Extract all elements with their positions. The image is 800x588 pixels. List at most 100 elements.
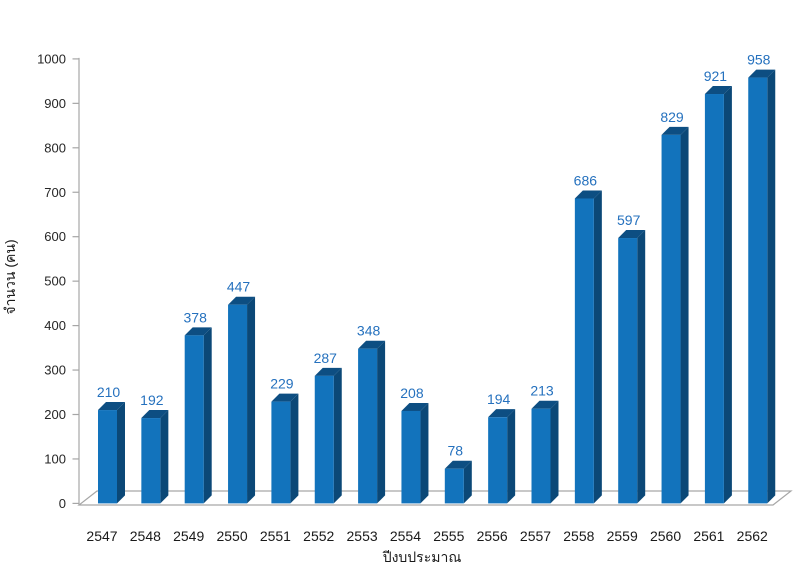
bar: 378 <box>184 309 212 504</box>
bar-top-face <box>184 327 212 336</box>
bar-front-face <box>748 77 768 504</box>
bar: 229 <box>270 376 299 504</box>
bar-front-face <box>401 410 421 504</box>
bar-value-label: 597 <box>617 212 641 228</box>
x-axis-title: ปีงบประมาณ <box>382 549 461 565</box>
y-tick-label: 500 <box>44 274 66 289</box>
bar-value-label: 213 <box>530 383 554 399</box>
bar-side-face <box>377 340 386 504</box>
bar: 958 <box>747 52 776 504</box>
bar-value-label: 229 <box>270 376 294 392</box>
bar-front-face <box>141 418 161 504</box>
y-tick-label: 0 <box>59 496 66 511</box>
bar-side-face <box>160 410 169 504</box>
bar-value-label: 958 <box>747 52 771 68</box>
bar-front-face <box>618 238 638 504</box>
x-tick-label: 2555 <box>433 528 464 544</box>
bar-value-label: 378 <box>184 309 208 325</box>
bar-top-face <box>618 230 646 239</box>
bar-value-label: 686 <box>574 172 598 188</box>
bar: 447 <box>227 279 256 504</box>
bar-front-face <box>314 375 334 504</box>
bar-top-face <box>574 190 602 199</box>
x-tick-label: 2562 <box>737 528 768 544</box>
bar-top-face <box>98 402 125 411</box>
bar-side-face <box>333 367 342 504</box>
bar: 348 <box>357 323 386 504</box>
bar-front-face <box>704 94 724 504</box>
bar-side-face <box>247 296 256 504</box>
bar-value-label: 210 <box>97 384 121 400</box>
bar-value-label: 194 <box>487 391 511 407</box>
chart-floor <box>77 490 793 506</box>
x-tick-label: 2550 <box>216 528 247 544</box>
bar-front-face <box>444 468 464 504</box>
bar-top-face <box>488 409 516 418</box>
bar: 686 <box>574 172 602 504</box>
bar-value-label: 192 <box>140 392 164 408</box>
bar: 597 <box>617 212 646 504</box>
x-tick-label: 2549 <box>173 528 204 544</box>
x-tick-label: 2558 <box>563 528 594 544</box>
bar-top-face <box>228 296 256 305</box>
bar-front-face <box>98 410 117 504</box>
bar: 78 <box>444 443 472 504</box>
y-tick-label: 900 <box>44 96 66 111</box>
x-tick-label: 2554 <box>390 528 421 544</box>
bar-front-face <box>271 401 291 504</box>
bar-front-face <box>488 417 508 504</box>
x-tick-label: 2552 <box>303 528 334 544</box>
bar: 208 <box>400 385 429 504</box>
y-tick-label: 1000 <box>37 51 66 66</box>
bar: 829 <box>660 109 689 504</box>
bar-front-face <box>531 408 551 504</box>
x-tick-label: 2559 <box>607 528 638 544</box>
x-tick-label: 2548 <box>130 528 161 544</box>
x-tick-label: 2547 <box>86 528 117 544</box>
x-tick-label: 2556 <box>477 528 508 544</box>
y-tick-label: 600 <box>44 229 66 244</box>
bar-value-label: 208 <box>400 385 424 401</box>
bar-side-face <box>203 327 212 504</box>
bar-value-label: 287 <box>314 350 338 366</box>
bar-side-face <box>593 190 602 504</box>
bar-side-face <box>463 460 472 504</box>
x-tick-label: 2551 <box>260 528 291 544</box>
bar-front-face <box>184 335 204 504</box>
bar: 921 <box>704 68 732 504</box>
bar-top-face <box>661 126 689 135</box>
bar-front-face <box>661 134 681 504</box>
x-tick-label: 2561 <box>693 528 724 544</box>
bar-value-label: 348 <box>357 323 381 339</box>
bar-side-face <box>507 409 516 504</box>
y-tick-label: 300 <box>44 363 66 378</box>
bar-top-face <box>141 410 169 419</box>
bar: 287 <box>314 350 342 504</box>
bar-top-face <box>748 69 776 78</box>
bar-front-face <box>228 304 248 504</box>
bar-side-face <box>117 402 125 504</box>
y-tick-label: 400 <box>44 318 66 333</box>
y-tick-label: 100 <box>44 451 66 466</box>
x-tick-label: 2553 <box>347 528 378 544</box>
bar-value-label: 921 <box>704 68 728 84</box>
bar-side-face <box>680 126 689 504</box>
bar-top-face <box>704 86 732 95</box>
bar-top-face <box>444 460 472 469</box>
bar-top-face <box>531 400 559 409</box>
bar-top-face <box>314 367 342 376</box>
bar-side-face <box>550 400 559 504</box>
bar-side-face <box>420 402 429 504</box>
x-tick-label: 2557 <box>520 528 551 544</box>
bar-side-face <box>767 69 776 504</box>
y-tick-label: 700 <box>44 185 66 200</box>
bar-front-face <box>358 348 378 504</box>
bar-top-face <box>401 402 429 411</box>
bar-top-face <box>271 393 299 402</box>
bar: 210 <box>97 384 125 504</box>
bar-top-face <box>358 340 386 349</box>
y-axis-title: จำนวน (คน) <box>2 239 18 314</box>
y-tick-label: 200 <box>44 407 66 422</box>
bar-side-face <box>723 86 732 504</box>
